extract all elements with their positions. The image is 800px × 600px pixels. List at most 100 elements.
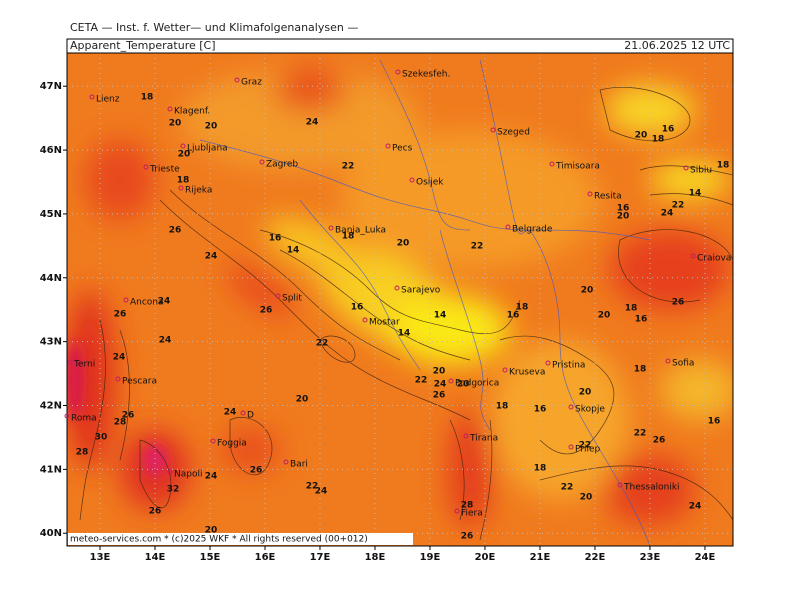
contour-label: 16 [635,315,648,325]
header-title: CETA — Inst. f. Wetter— und Klimafolgena… [70,21,358,34]
city-marker [502,367,508,373]
city-label: Timisoara [555,162,600,172]
contour-label: 26 [672,298,685,308]
contour-label: 26 [122,411,135,421]
city-label: Lienz [96,95,120,105]
city-label: Sibiu [690,166,712,176]
contour-label: 18 [625,304,638,314]
city-marker [67,359,73,365]
map-field [67,53,733,546]
contour-label: 24 [205,252,218,262]
lat-tick-label: 44N [40,273,62,284]
contour-label: 18 [141,93,154,103]
city-label: Craiova [697,254,731,264]
contour-label: 22 [471,242,484,252]
footer: meteo-services.com * (c)2025 WKF * All r… [70,535,368,545]
city-marker [283,459,289,465]
city-marker [143,164,149,170]
contour-label: 20 [580,493,593,503]
city-label: Pristina [552,361,585,371]
contour-label: 24 [224,408,237,418]
contour-label: 20 [296,395,309,405]
city-label: Fiera [461,509,483,519]
lat-tick-label: 46N [40,145,62,156]
contour-label: 18 [652,135,665,145]
city-label: Split [282,294,302,304]
contour-label: 22 [415,376,428,386]
contour-label: 28 [114,418,127,428]
lon-tick-label: 24E [695,552,716,563]
city-marker [123,297,129,303]
city-marker [167,469,173,475]
city-label: Osijek [416,178,444,188]
city-label: Mostar [369,318,400,328]
lat-tick-label: 43N [40,337,62,348]
city-marker [568,444,574,450]
city-marker [665,358,671,364]
lon-tick-label: 15E [200,552,221,563]
contour-label: 16 [708,417,721,427]
contour-label: 24 [113,353,126,363]
contour-label: 22 [579,441,592,451]
contour-label: 14 [434,311,447,321]
contour-label: 18 [342,232,355,242]
contour-label: 24 [434,380,447,390]
city-label: Ancona [130,298,164,308]
borders-rivers [199,59,651,546]
lon-tick-label: 16E [255,552,276,563]
city-marker [683,165,689,171]
city-label: Podgorica [455,379,499,389]
contour-label: 20 [617,212,630,222]
field-shading [67,70,733,530]
city-label: Pescara [122,377,157,387]
city-marker [545,360,551,366]
city-label: Szeged [497,128,530,138]
city-label: Trieste [149,165,180,175]
contour-label: 28 [76,448,89,458]
lon-tick-label: 21E [530,552,551,563]
city-marker [454,508,460,514]
city-marker [448,378,454,384]
contour-label: 22 [316,339,329,349]
contour-label: 26 [114,310,127,320]
city-marker [240,410,246,416]
contour-label: 18 [496,402,509,412]
contour-label: 20 [457,380,470,390]
city-marker [362,317,368,323]
contour-label: 20 [169,119,182,129]
contour-label: 20 [598,311,611,321]
city-marker [617,482,623,488]
city-label: Foggia [217,439,247,449]
contour-label: 24 [158,297,171,307]
city-marker [568,404,574,410]
contour-label: 26 [461,532,474,542]
contour-label: 20 [178,150,191,160]
contour-label: 22 [561,483,574,493]
city-marker [180,143,186,149]
city-label: Ljubljana [187,144,228,154]
contour-label: 16 [534,405,547,415]
map-frame [66,52,734,547]
city-marker [587,191,593,197]
city-marker [234,77,240,83]
contour-label: 20 [581,286,594,296]
lat-tick-label: 42N [40,401,62,412]
contour-label: 20 [635,131,648,141]
city-marker [167,106,173,112]
contour-label: 26 [260,306,273,316]
city-label: Klagenf. [174,107,210,117]
city-label: Belgrade [512,225,553,235]
city-marker [328,225,334,231]
lon-tick-label: 13E [90,552,111,563]
city-marker [505,224,511,230]
variable-label: Apparent_Temperature [C] [70,39,216,52]
city-marker [259,159,265,165]
contour-label: 24 [689,502,702,512]
city-label: Resita [594,192,622,202]
lat-tick-label: 41N [40,464,62,475]
city-label: Terni [73,360,95,370]
contour-label: 24 [306,118,319,128]
contour-label: 20 [579,388,592,398]
contour-lines [79,86,733,541]
